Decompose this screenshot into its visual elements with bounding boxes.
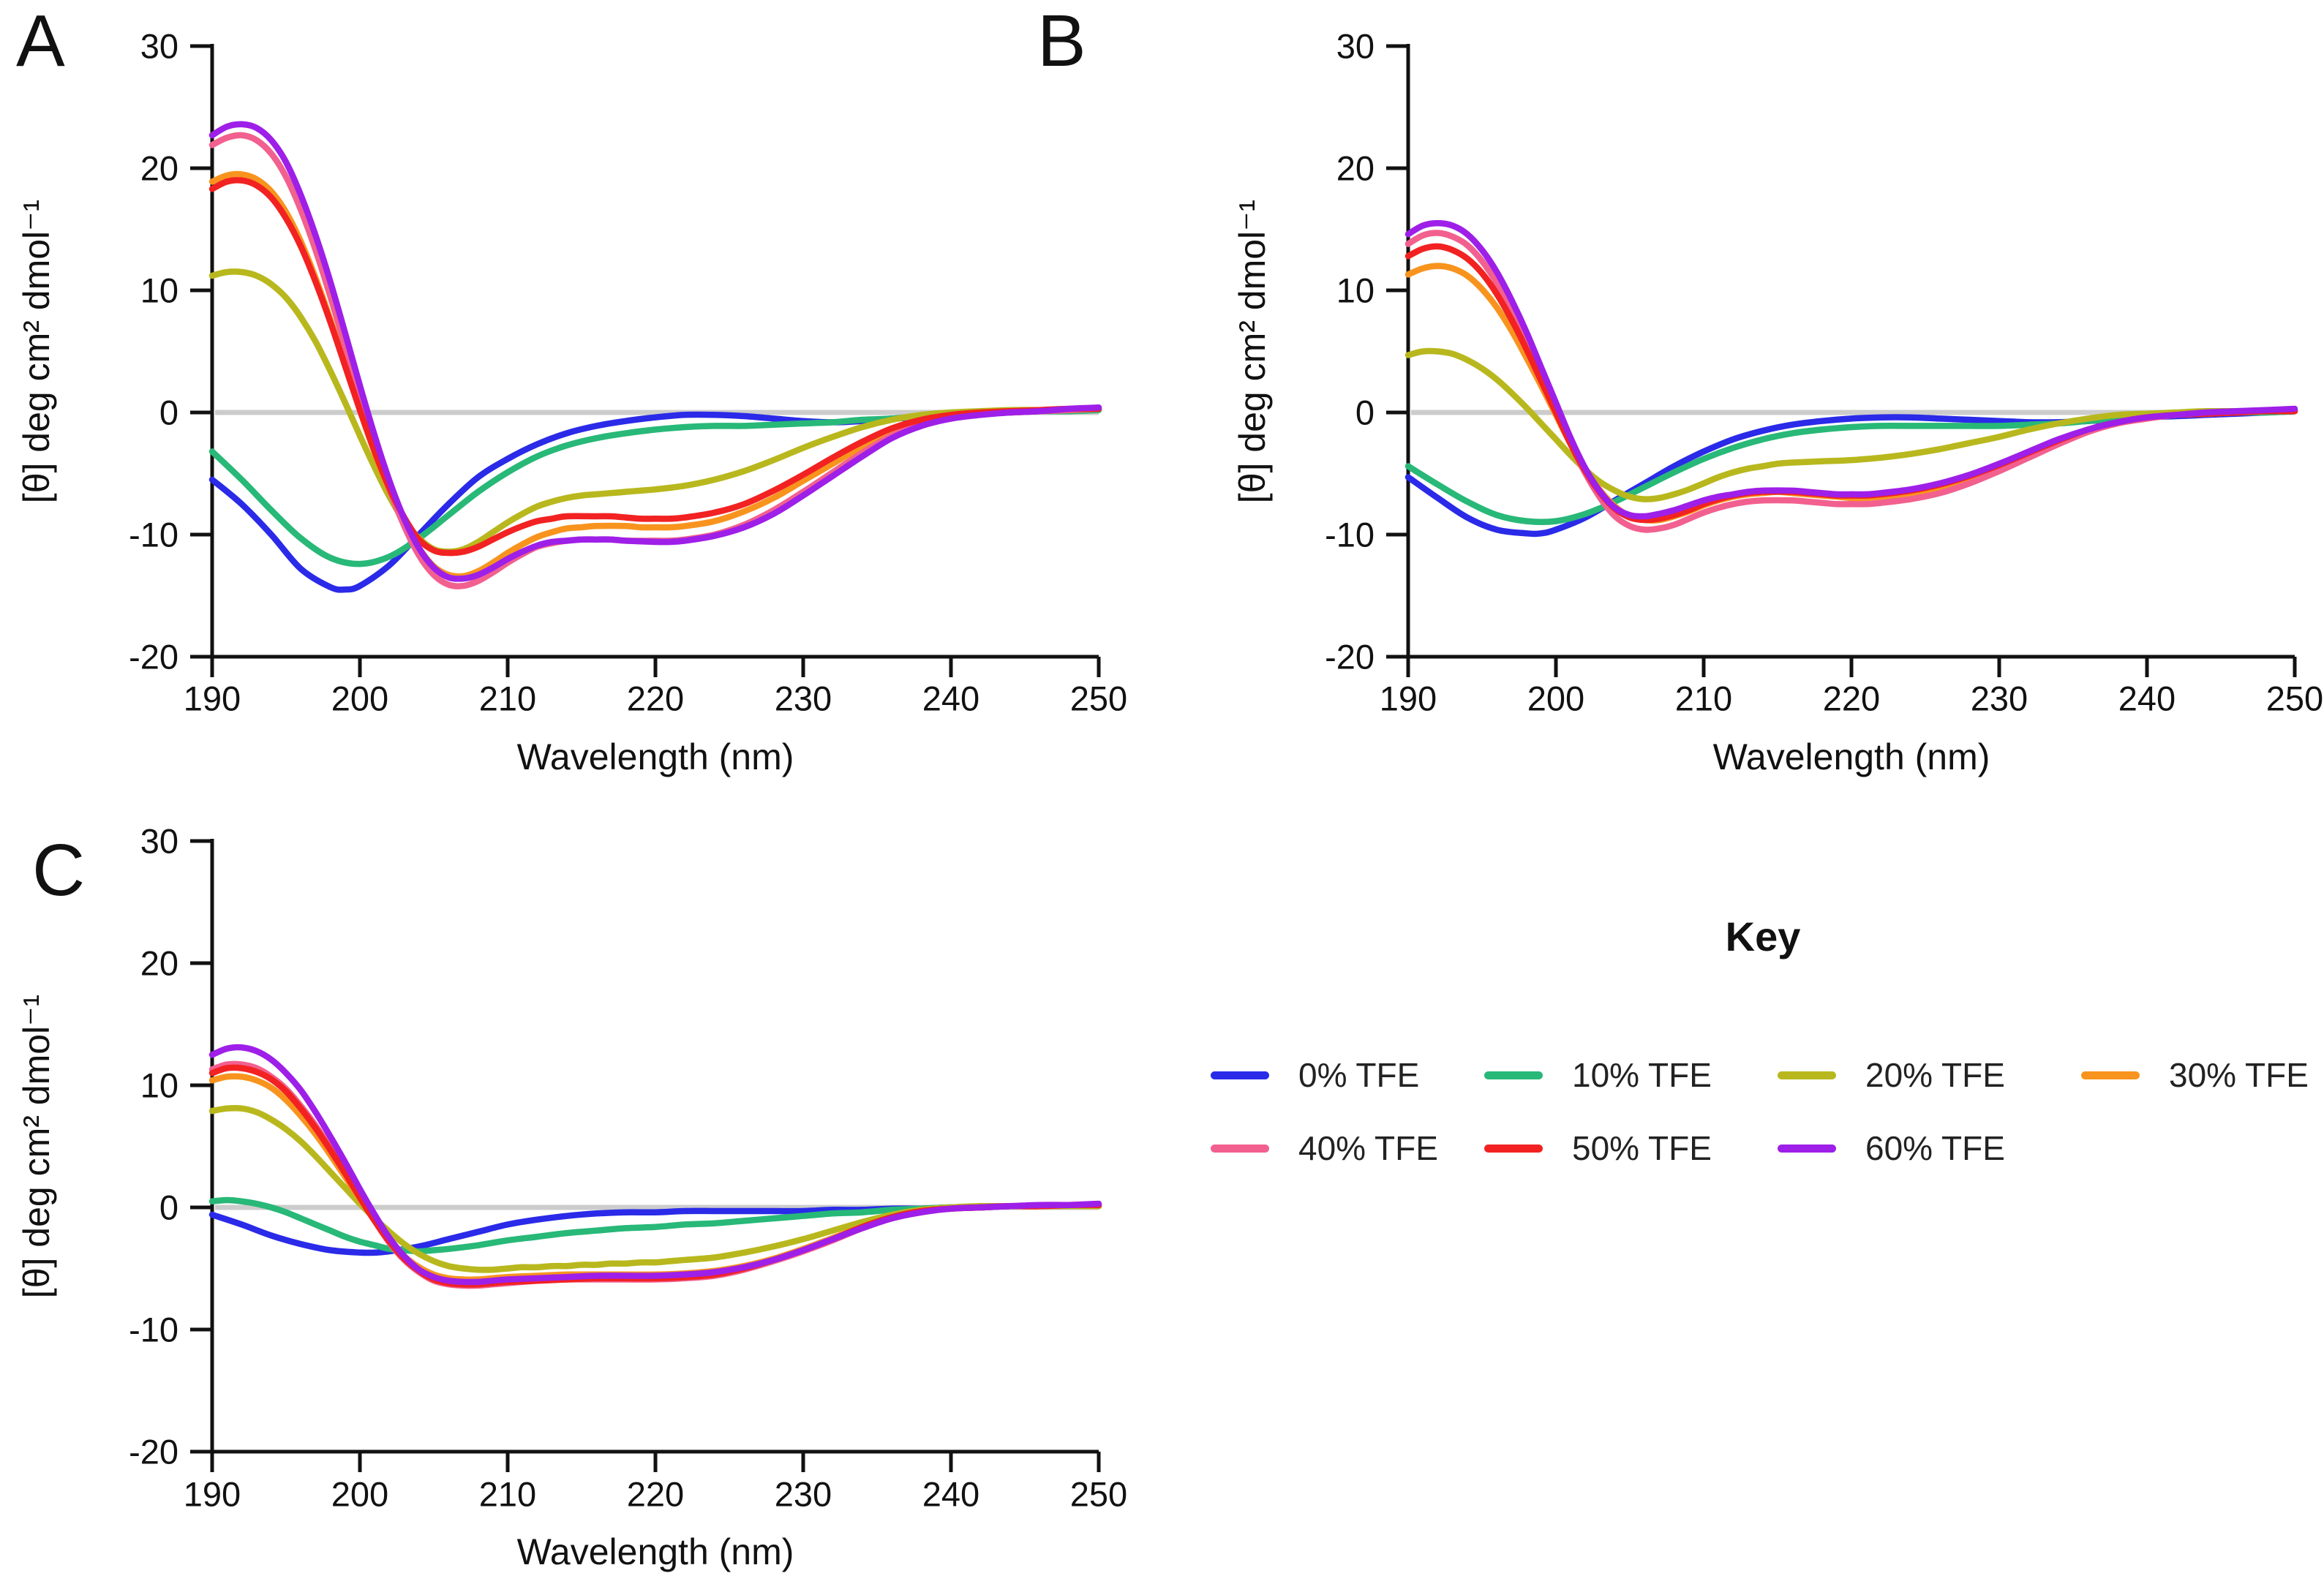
x-tick-label: 250 bbox=[1070, 679, 1127, 718]
y-tick-label: -10 bbox=[129, 516, 178, 554]
x-tick-label: 250 bbox=[1070, 1475, 1127, 1514]
y-tick-label: -10 bbox=[129, 1311, 178, 1349]
y-tick-label: 10 bbox=[140, 271, 178, 310]
x-tick-label: 190 bbox=[184, 1475, 241, 1514]
y-tick-label: 0 bbox=[159, 393, 178, 432]
x-tick-label: 210 bbox=[479, 679, 536, 718]
x-tick-label: 210 bbox=[1675, 679, 1732, 718]
series-50-tfe-line bbox=[1404, 243, 2298, 524]
series-60-tfe-line bbox=[1404, 219, 2298, 520]
x-axis-title: Wavelength (nm) bbox=[517, 736, 794, 777]
x-tick-label: 190 bbox=[1380, 679, 1437, 718]
panel-c-label: C bbox=[32, 829, 86, 911]
y-tick-label: 10 bbox=[1336, 271, 1375, 310]
y-axis-title: [θ] deg cm² dmol⁻¹ bbox=[16, 995, 57, 1298]
y-tick-label: 30 bbox=[1336, 27, 1375, 66]
y-tick-label: -20 bbox=[1325, 638, 1375, 676]
series-20-tfe-line bbox=[208, 1104, 1102, 1273]
x-tick-label: 240 bbox=[922, 1475, 979, 1514]
y-axis-title: [θ] deg cm² dmol⁻¹ bbox=[1232, 200, 1273, 503]
y-tick-label: 10 bbox=[140, 1066, 178, 1105]
series-60-tfe-line bbox=[208, 1044, 1102, 1286]
x-tick-label: 230 bbox=[775, 1475, 832, 1514]
x-tick-label: 200 bbox=[1527, 679, 1584, 718]
panel-b-label: B bbox=[1037, 0, 1086, 82]
series-30-tfe-line bbox=[1404, 263, 2298, 524]
series-60-tfe-line bbox=[208, 121, 1102, 582]
x-tick-label: 220 bbox=[627, 679, 684, 718]
y-tick-label: -20 bbox=[129, 1433, 178, 1471]
y-tick-label: 20 bbox=[140, 149, 178, 188]
x-tick-label: 230 bbox=[1971, 679, 2028, 718]
x-tick-label: 250 bbox=[2266, 679, 2323, 718]
y-tick-label: -10 bbox=[1325, 516, 1375, 554]
x-axis-title: Wavelength (nm) bbox=[517, 1531, 794, 1572]
x-axis-title: Wavelength (nm) bbox=[1713, 736, 1990, 777]
series-20-tfe-line bbox=[1404, 347, 2298, 502]
x-tick-label: 240 bbox=[922, 679, 979, 718]
x-tick-label: 230 bbox=[775, 679, 832, 718]
x-tick-label: 220 bbox=[1823, 679, 1880, 718]
x-tick-label: 200 bbox=[331, 679, 388, 718]
series-20-tfe-line bbox=[208, 268, 1102, 555]
series-50-tfe-line bbox=[208, 177, 1102, 557]
x-tick-label: 210 bbox=[479, 1475, 536, 1514]
y-tick-label: 20 bbox=[140, 944, 178, 983]
x-tick-label: 220 bbox=[627, 1475, 684, 1514]
y-tick-label: 0 bbox=[159, 1188, 178, 1227]
y-tick-label: 30 bbox=[140, 27, 178, 66]
x-tick-label: 190 bbox=[184, 679, 241, 718]
x-tick-label: 200 bbox=[331, 1475, 388, 1514]
y-tick-label: 0 bbox=[1355, 393, 1375, 432]
y-tick-label: 30 bbox=[140, 822, 178, 861]
y-tick-label: -20 bbox=[129, 638, 178, 676]
panel-a-label: A bbox=[16, 0, 65, 82]
x-tick-label: 240 bbox=[2118, 679, 2176, 718]
y-axis-title: [θ] deg cm² dmol⁻¹ bbox=[16, 200, 57, 503]
y-tick-label: 20 bbox=[1336, 149, 1375, 188]
